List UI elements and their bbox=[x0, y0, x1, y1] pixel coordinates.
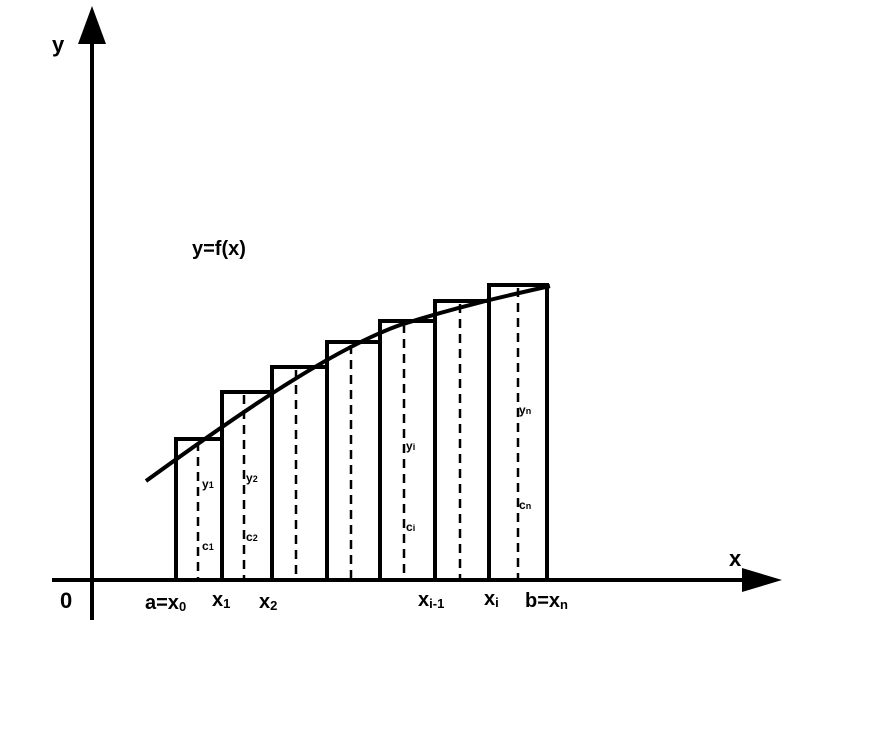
y-axis-label: y bbox=[52, 32, 65, 57]
sample-point-dashed-lines bbox=[196, 288, 520, 578]
x-axis-arrowhead bbox=[742, 568, 782, 592]
x-tick-xi: xi bbox=[484, 588, 499, 610]
cn-label: cn bbox=[519, 498, 531, 512]
x-tick-labels: a=x0 x1 x2 xi-1 xi b=xn bbox=[145, 588, 568, 614]
axes bbox=[52, 6, 782, 620]
y1-label: y1 bbox=[202, 477, 214, 491]
x-tick-xi-1: xi-1 bbox=[418, 589, 444, 611]
rectangle-7 bbox=[487, 283, 549, 582]
yi-label: yi bbox=[406, 439, 415, 453]
y2-label: y2 bbox=[246, 471, 258, 485]
ci-label: ci bbox=[406, 520, 415, 534]
rectangle-3 bbox=[270, 365, 329, 582]
x-tick-x0: a=x0 bbox=[145, 592, 186, 614]
rectangle-4 bbox=[325, 340, 382, 582]
x-tick-x2: x2 bbox=[259, 591, 277, 613]
y-axis-arrowhead bbox=[78, 6, 106, 44]
function-label: y=f(x) bbox=[192, 238, 246, 260]
x-tick-xn: b=xn bbox=[525, 590, 568, 612]
sample-point-labels: y1 c1 y2 c2 yi ci yn cn bbox=[202, 403, 531, 553]
x-tick-x1: x1 bbox=[212, 589, 230, 611]
origin-label: 0 bbox=[60, 588, 72, 613]
yn-label: yn bbox=[519, 403, 531, 417]
c2-label: c2 bbox=[246, 530, 258, 544]
riemann-rectangles bbox=[174, 283, 549, 582]
x-axis-label: x bbox=[729, 546, 742, 571]
c1-label: c1 bbox=[202, 539, 214, 553]
function-curve bbox=[144, 284, 551, 483]
rectangle-6 bbox=[433, 299, 491, 582]
